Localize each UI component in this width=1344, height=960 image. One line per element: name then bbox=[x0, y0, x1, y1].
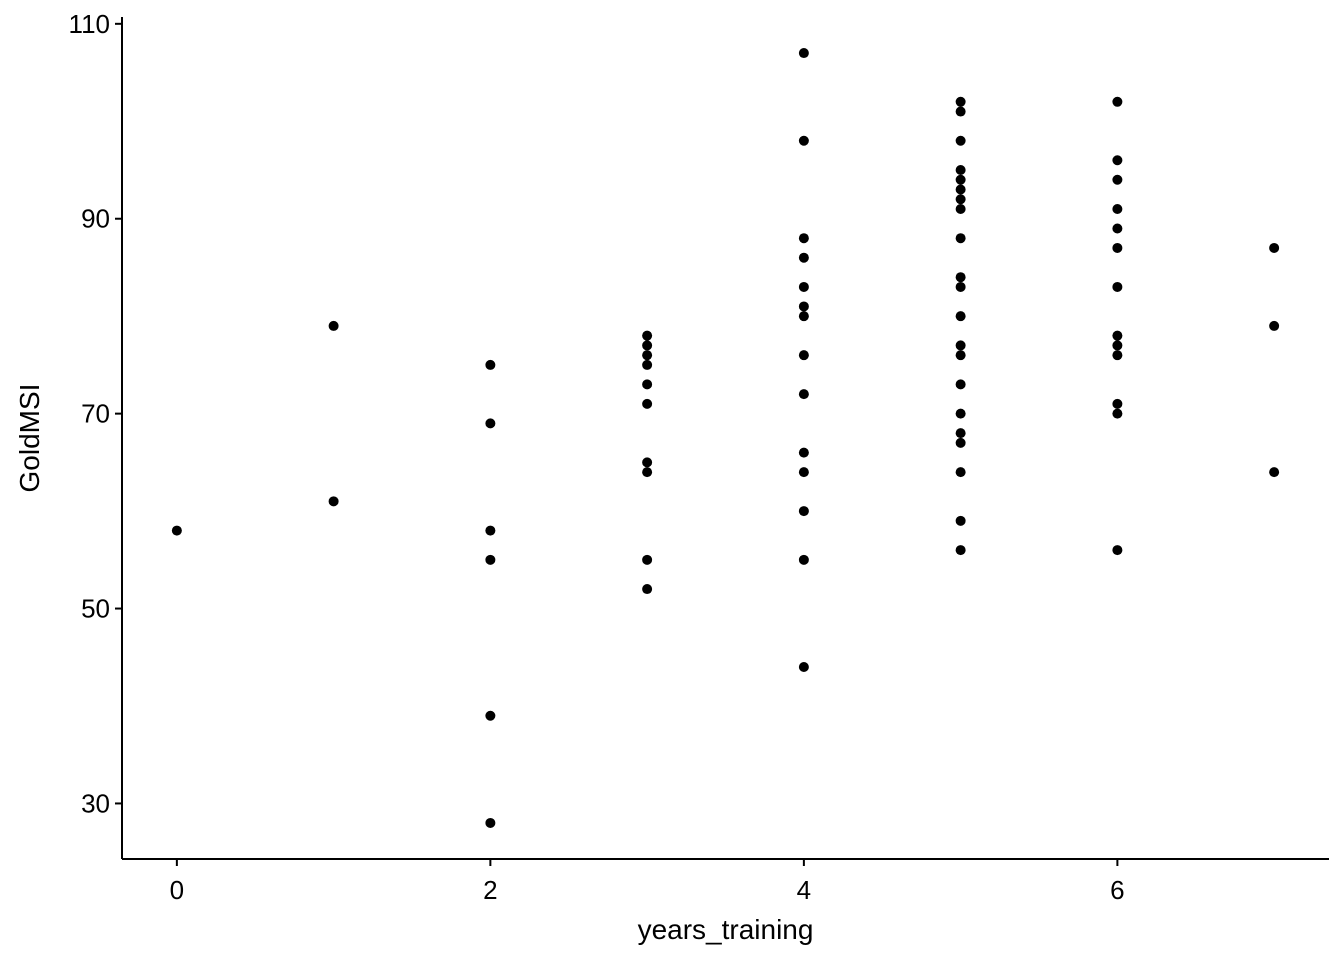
y-tick-label: 70 bbox=[81, 399, 110, 429]
data-point-6 bbox=[485, 554, 496, 565]
x-tick-label: 6 bbox=[1110, 875, 1124, 905]
data-point-25 bbox=[798, 311, 809, 322]
data-point-20 bbox=[798, 135, 809, 146]
data-point-31 bbox=[798, 554, 809, 565]
data-point-10 bbox=[642, 340, 653, 351]
data-point-62 bbox=[1112, 340, 1123, 351]
data-point-47 bbox=[955, 379, 966, 390]
data-point-28 bbox=[798, 447, 809, 458]
data-point-14 bbox=[642, 398, 653, 409]
data-point-36 bbox=[955, 165, 966, 176]
data-point-59 bbox=[1112, 242, 1123, 253]
data-point-66 bbox=[1112, 545, 1123, 556]
data-point-3 bbox=[485, 359, 496, 370]
data-point-33 bbox=[955, 96, 966, 107]
data-point-45 bbox=[955, 340, 966, 351]
data-point-29 bbox=[798, 467, 809, 478]
data-point-11 bbox=[642, 350, 653, 361]
data-point-44 bbox=[955, 311, 966, 322]
data-point-23 bbox=[798, 281, 809, 292]
data-point-60 bbox=[1112, 281, 1123, 292]
data-point-63 bbox=[1112, 350, 1123, 361]
data-point-57 bbox=[1112, 203, 1123, 214]
data-point-65 bbox=[1112, 408, 1123, 419]
data-point-12 bbox=[642, 359, 653, 370]
data-point-26 bbox=[798, 350, 809, 361]
data-point-27 bbox=[798, 389, 809, 400]
data-point-64 bbox=[1112, 398, 1123, 409]
y-tick-label: 90 bbox=[81, 204, 110, 234]
data-point-19 bbox=[798, 48, 809, 59]
data-point-5 bbox=[485, 525, 496, 536]
data-point-41 bbox=[955, 233, 966, 244]
data-point-43 bbox=[955, 281, 966, 292]
data-point-51 bbox=[955, 467, 966, 478]
points-layer bbox=[171, 48, 1280, 828]
data-point-67 bbox=[1269, 242, 1280, 253]
data-point-46 bbox=[955, 350, 966, 361]
data-point-4 bbox=[485, 418, 496, 429]
data-point-15 bbox=[642, 457, 653, 468]
data-point-0 bbox=[171, 525, 182, 536]
data-point-40 bbox=[955, 203, 966, 214]
x-tick-label: 0 bbox=[170, 875, 184, 905]
data-point-68 bbox=[1269, 320, 1280, 331]
data-point-49 bbox=[955, 428, 966, 439]
data-point-7 bbox=[485, 710, 496, 721]
data-point-9 bbox=[642, 330, 653, 341]
data-point-50 bbox=[955, 437, 966, 448]
x-axis-title: years_training bbox=[638, 914, 814, 945]
data-point-2 bbox=[328, 496, 339, 507]
data-point-55 bbox=[1112, 155, 1123, 166]
y-axis-title: GoldMSI bbox=[14, 384, 45, 493]
data-point-13 bbox=[642, 379, 653, 390]
y-axis-ticks: 30 50 70 90 110 bbox=[69, 9, 122, 818]
data-point-39 bbox=[955, 194, 966, 205]
data-point-52 bbox=[955, 515, 966, 526]
data-point-37 bbox=[955, 174, 966, 185]
data-point-16 bbox=[642, 467, 653, 478]
data-point-18 bbox=[642, 584, 653, 595]
data-point-35 bbox=[955, 135, 966, 146]
y-tick-label: 50 bbox=[81, 594, 110, 624]
data-point-8 bbox=[485, 817, 496, 828]
data-point-17 bbox=[642, 554, 653, 565]
data-point-61 bbox=[1112, 330, 1123, 341]
data-point-34 bbox=[955, 106, 966, 117]
data-point-38 bbox=[955, 184, 966, 195]
data-point-32 bbox=[798, 662, 809, 673]
data-point-30 bbox=[798, 506, 809, 517]
x-tick-label: 4 bbox=[797, 875, 811, 905]
data-point-56 bbox=[1112, 174, 1123, 185]
data-point-48 bbox=[955, 408, 966, 419]
y-tick-label: 30 bbox=[81, 788, 110, 818]
data-point-53 bbox=[955, 545, 966, 556]
x-axis-ticks: 0 2 4 6 bbox=[170, 859, 1125, 905]
data-point-69 bbox=[1269, 467, 1280, 478]
data-point-24 bbox=[798, 301, 809, 312]
data-point-58 bbox=[1112, 223, 1123, 234]
data-point-1 bbox=[328, 320, 339, 331]
data-point-22 bbox=[798, 252, 809, 263]
data-point-21 bbox=[798, 233, 809, 244]
data-point-54 bbox=[1112, 96, 1123, 107]
x-tick-label: 2 bbox=[483, 875, 497, 905]
data-point-42 bbox=[955, 272, 966, 283]
y-tick-label: 110 bbox=[69, 9, 110, 39]
